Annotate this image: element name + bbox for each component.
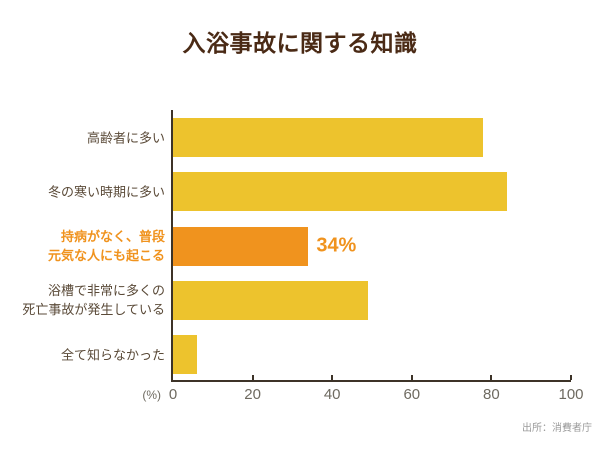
category-label: 浴槽で非常に多くの 死亡事故が発生している [22, 283, 165, 318]
bar [173, 226, 309, 266]
x-axis-tick [251, 375, 254, 380]
plot-area: (%) 34% 0 20 40 60 80 100 [142, 110, 584, 403]
bar [173, 335, 197, 374]
x-axis-tick [410, 375, 413, 380]
category-label: 持病がなく、普段 元気な人にも起こる [47, 229, 165, 263]
x-axis-unit-label: (%) [142, 388, 161, 402]
chart-title: 入浴事故に関する知識 [182, 30, 418, 56]
category-label: 高齢者に多い [86, 130, 165, 145]
x-axis-tick-label: 80 [483, 386, 500, 403]
source-caption: 出所：消費者庁 [522, 423, 592, 434]
x-axis-tick [570, 375, 572, 380]
category-label: 全て知らなかった [60, 347, 165, 362]
x-axis-tick-label: 60 [403, 386, 421, 403]
bar [173, 118, 484, 157]
bar [173, 280, 369, 320]
x-axis-tick-label: 40 [323, 386, 341, 403]
x-axis-tick [490, 375, 493, 380]
category-label: 冬の寒い時期に多い [47, 184, 165, 200]
x-axis-tick-label: 20 [244, 386, 261, 403]
bar-value-label: 34% [316, 234, 357, 257]
bar [173, 172, 508, 212]
x-axis-tick-label: 100 [558, 386, 584, 403]
x-axis-tick-label: 0 [168, 386, 178, 403]
x-axis-tick [331, 375, 334, 380]
